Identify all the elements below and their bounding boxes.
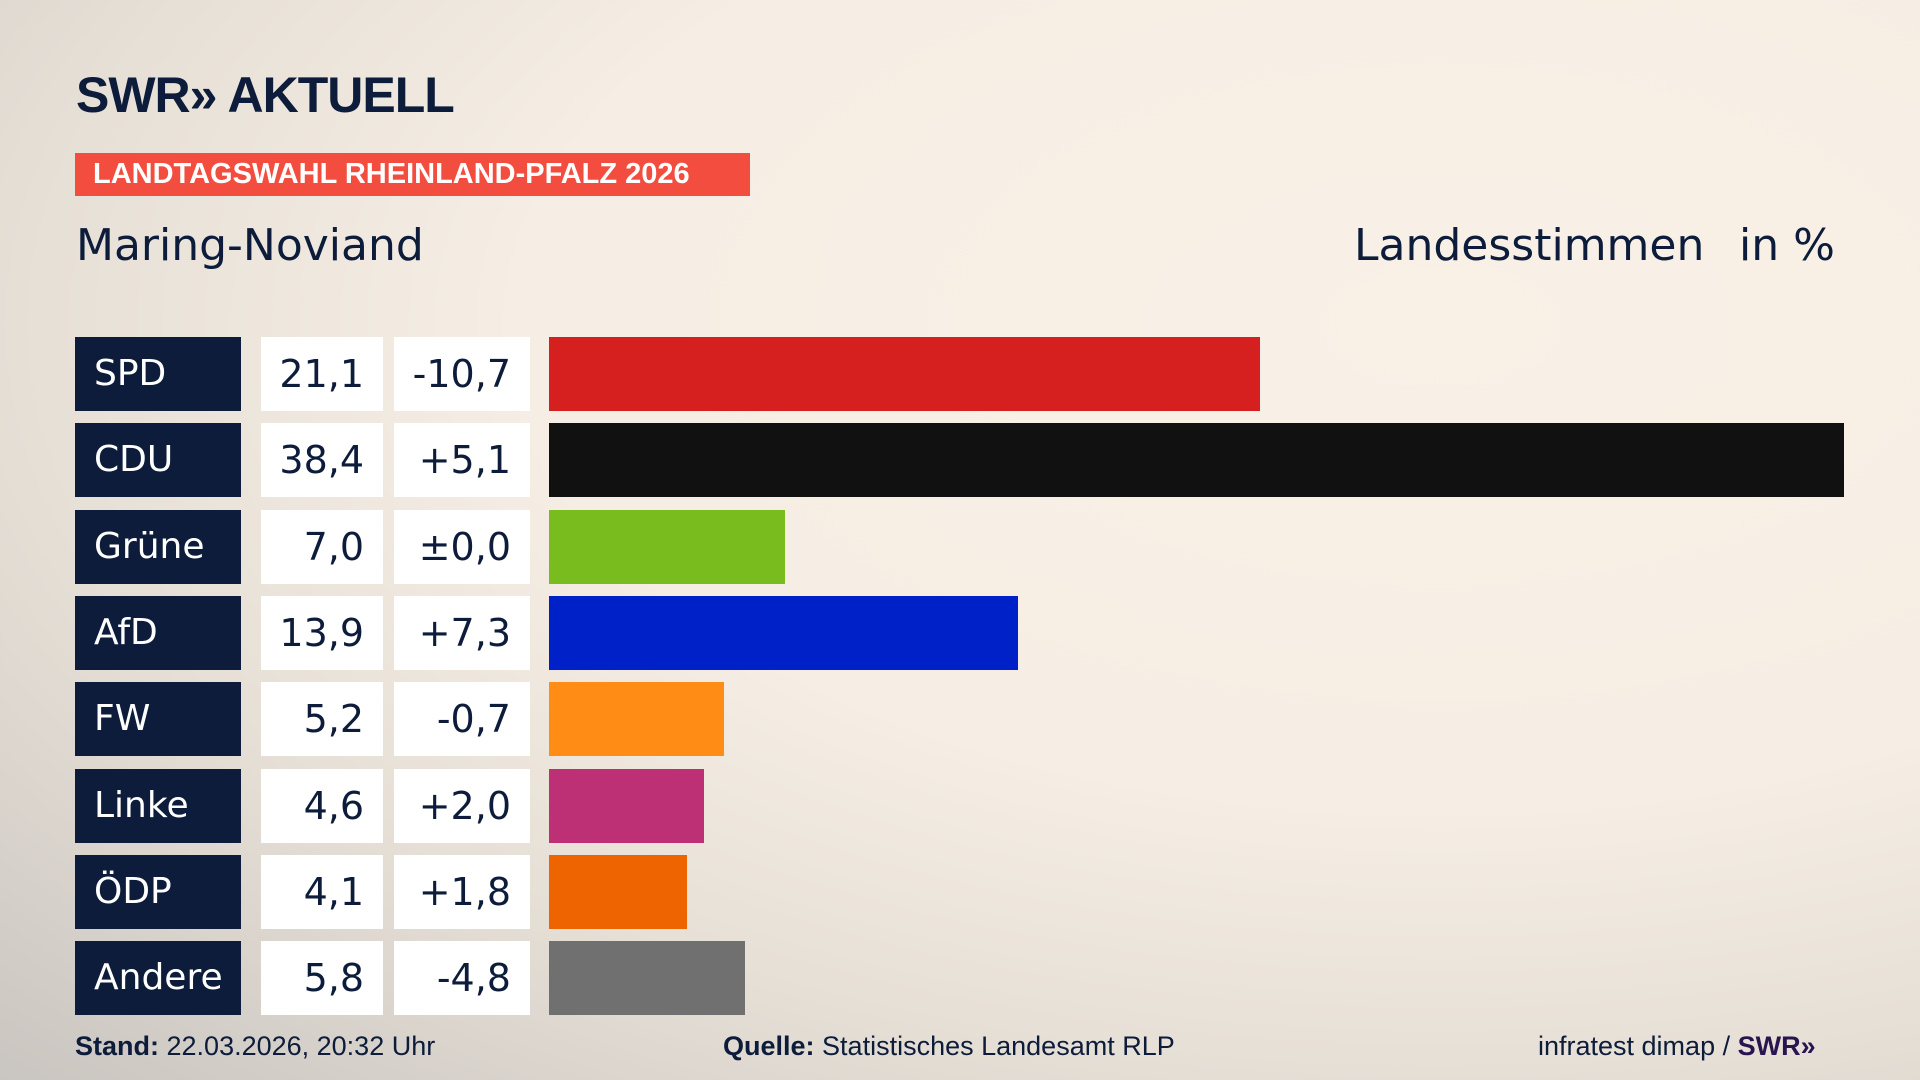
value-label: 5,8 xyxy=(261,941,383,1016)
municipality-title: Maring-Noviand xyxy=(76,220,424,271)
bar-row: Grüne 7,0 ±0,0 xyxy=(0,509,1920,584)
bar-row: FW 5,2 -0,7 xyxy=(0,682,1920,757)
party-label: Andere xyxy=(75,941,241,1016)
bar-row: ÖDP 4,1 +1,8 xyxy=(0,854,1920,929)
value-label: 7,0 xyxy=(261,509,383,584)
party-label: Linke xyxy=(75,768,241,843)
value-label: 4,1 xyxy=(261,854,383,929)
bar xyxy=(549,509,786,584)
bar xyxy=(549,682,725,757)
party-label: SPD xyxy=(75,337,241,411)
party-label: FW xyxy=(75,682,241,757)
party-label: AfD xyxy=(75,595,241,670)
diff-label: -10,7 xyxy=(394,337,530,411)
diff-label: +7,3 xyxy=(394,595,530,670)
credit: infratest dimap / SWR» xyxy=(1538,1031,1816,1062)
credit-text: infratest dimap / xyxy=(1538,1031,1731,1061)
bar-row: Linke 4,6 +2,0 xyxy=(0,768,1920,843)
diff-label: +1,8 xyxy=(394,854,530,929)
bar xyxy=(549,768,705,843)
stand-label: Stand: xyxy=(75,1031,159,1061)
diff-label: -0,7 xyxy=(394,682,530,757)
value-label: 13,9 xyxy=(261,595,383,670)
timestamp: Stand: 22.03.2026, 20:32 Uhr xyxy=(75,1031,435,1062)
value-label: 4,6 xyxy=(261,768,383,843)
bar-row: Andere 5,8 -4,8 xyxy=(0,941,1920,1016)
bar-row: SPD 21,1 -10,7 xyxy=(0,337,1920,411)
bar xyxy=(549,337,1261,411)
value-label: 21,1 xyxy=(261,337,383,411)
swr-aktuell-logo: SWR» AKTUELL xyxy=(76,67,455,123)
source: Quelle: Statistisches Landesamt RLP xyxy=(723,1031,1175,1062)
source-value: Statistisches Landesamt RLP xyxy=(822,1031,1175,1061)
swr-small-logo: SWR» xyxy=(1737,1031,1816,1061)
bar-row: CDU 38,4 +5,1 xyxy=(0,423,1920,498)
party-label: ÖDP xyxy=(75,854,241,929)
unit-label: in % xyxy=(1739,220,1835,271)
election-banner: LANDTAGSWAHL RHEINLAND-PFALZ 2026 xyxy=(75,153,750,196)
diff-label: +5,1 xyxy=(394,423,530,498)
stand-value: 22.03.2026, 20:32 Uhr xyxy=(166,1031,436,1061)
vote-type-label: Landesstimmen xyxy=(1354,220,1705,271)
diff-label: +2,0 xyxy=(394,768,530,843)
source-label: Quelle: xyxy=(723,1031,815,1061)
party-label: Grüne xyxy=(75,509,241,584)
bar xyxy=(549,423,1844,498)
bar xyxy=(549,595,1018,670)
bar xyxy=(549,941,745,1016)
value-label: 38,4 xyxy=(261,423,383,498)
bar xyxy=(549,854,688,929)
bar-row: AfD 13,9 +7,3 xyxy=(0,595,1920,670)
party-label: CDU xyxy=(75,423,241,498)
diff-label: -4,8 xyxy=(394,941,530,1016)
diff-label: ±0,0 xyxy=(394,509,530,584)
value-label: 5,2 xyxy=(261,682,383,757)
